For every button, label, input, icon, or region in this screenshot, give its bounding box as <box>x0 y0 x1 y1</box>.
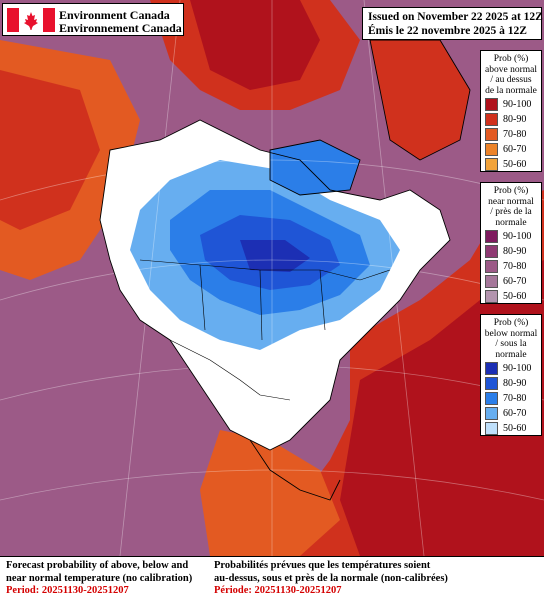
legend-label: 70-80 <box>503 393 527 404</box>
legend-swatch <box>485 377 498 390</box>
legend-label: 60-70 <box>503 144 527 155</box>
legend-swatch <box>485 362 498 375</box>
legend-title-line: / près de la <box>490 207 532 217</box>
legend-title-line: below normal <box>484 328 538 339</box>
legend-swatch <box>485 113 498 126</box>
legend-below-title: Prob (%) below normal / sous la normale <box>481 315 541 360</box>
legend-below-normal: Prob (%) below normal / sous la normale … <box>480 314 542 436</box>
description-english: Forecast probability of above, below and… <box>6 560 192 598</box>
legend-swatch <box>485 245 498 258</box>
legend-swatch <box>485 290 498 303</box>
legend-title-line: normale <box>495 349 527 360</box>
legend-label: 60-70 <box>503 276 527 287</box>
legend-title-line: Prob (%) <box>493 54 529 64</box>
legend-label: 50-60 <box>503 291 527 302</box>
legend-above-title: Prob (%) above normal / au dessus de la … <box>481 51 541 96</box>
agency-name-en: Environment Canada <box>59 8 170 22</box>
legend-swatch <box>485 143 498 156</box>
greenland-above-normal-region <box>370 40 470 160</box>
legend-title-line: Prob (%) <box>493 318 529 328</box>
legend-swatch <box>485 98 498 111</box>
legend-swatch <box>485 275 498 288</box>
legend-label: 80-90 <box>503 378 527 389</box>
legend-label: 60-70 <box>503 408 527 419</box>
legend-title-line: / sous la <box>495 339 527 349</box>
legend-title-line: Prob (%) <box>493 186 529 196</box>
issued-fr: Émis le 22 novembre 2025 à 12Z <box>368 25 527 37</box>
description-en-line: Forecast probability of above, below and <box>6 560 189 571</box>
legend-near-normal: Prob (%) near normal / près de la normal… <box>480 182 542 304</box>
legend-label: 80-90 <box>503 114 527 125</box>
coastlines <box>99 39 471 501</box>
legend-label: 70-80 <box>503 261 527 272</box>
description-fr-line: au-dessus, sous et près de la normale (n… <box>214 572 448 584</box>
below-normal-strong-core <box>240 240 310 272</box>
legend-title-line: de la normale <box>485 85 537 96</box>
canada-flag-icon <box>7 8 55 32</box>
legend-label: 70-80 <box>503 129 527 140</box>
legend-above-normal: Prob (%) above normal / au dessus de la … <box>480 50 542 172</box>
arctic-above-normal-core <box>190 0 320 90</box>
period-en: Period: 20251130-20251207 <box>6 585 129 596</box>
pacific-above-normal-core <box>0 70 100 230</box>
legend-label: 50-60 <box>503 423 527 434</box>
issue-date-box: Issued on November 22 2025 at 12Z Émis l… <box>362 7 543 40</box>
legend-near-title: Prob (%) near normal / près de la normal… <box>481 183 541 228</box>
forecast-description-panel: Forecast probability of above, below and… <box>0 556 544 600</box>
legend-label: 90-100 <box>503 231 532 242</box>
hudson-below-normal-region <box>270 140 360 195</box>
legend-label: 80-90 <box>503 246 527 257</box>
legend-label: 90-100 <box>503 99 532 110</box>
period-fr: Période: 20251130-20251207 <box>214 585 342 596</box>
legend-swatch <box>485 392 498 405</box>
legend-title-line: normale <box>495 217 527 228</box>
agency-header: Environment Canada Environnement Canada <box>2 3 184 36</box>
legend-swatch <box>485 260 498 273</box>
description-french: Probabilités prévues que les température… <box>214 560 448 598</box>
description-fr-line: Probabilités prévues que les température… <box>214 560 431 571</box>
legend-title-line: / au dessus <box>490 75 532 85</box>
legend-swatch <box>485 128 498 141</box>
agency-name-fr: Environnement Canada <box>59 21 182 35</box>
mexico-above-normal-region <box>200 430 340 556</box>
legend-swatch <box>485 158 498 171</box>
legend-label: 90-100 <box>503 363 532 374</box>
forecast-probability-map <box>0 0 544 556</box>
legend-swatch <box>485 230 498 243</box>
legend-title-line: near normal <box>488 196 534 207</box>
legend-label: 50-60 <box>503 159 527 170</box>
political-borders <box>139 259 391 401</box>
legend-title-line: above normal <box>485 64 537 75</box>
issued-en: Issued on November 22 2025 at 12Z <box>368 11 543 23</box>
legend-swatch <box>485 407 498 420</box>
description-en-line: near normal temperature (no calibration) <box>6 572 193 584</box>
graticule <box>0 0 544 556</box>
legend-swatch <box>485 422 498 435</box>
